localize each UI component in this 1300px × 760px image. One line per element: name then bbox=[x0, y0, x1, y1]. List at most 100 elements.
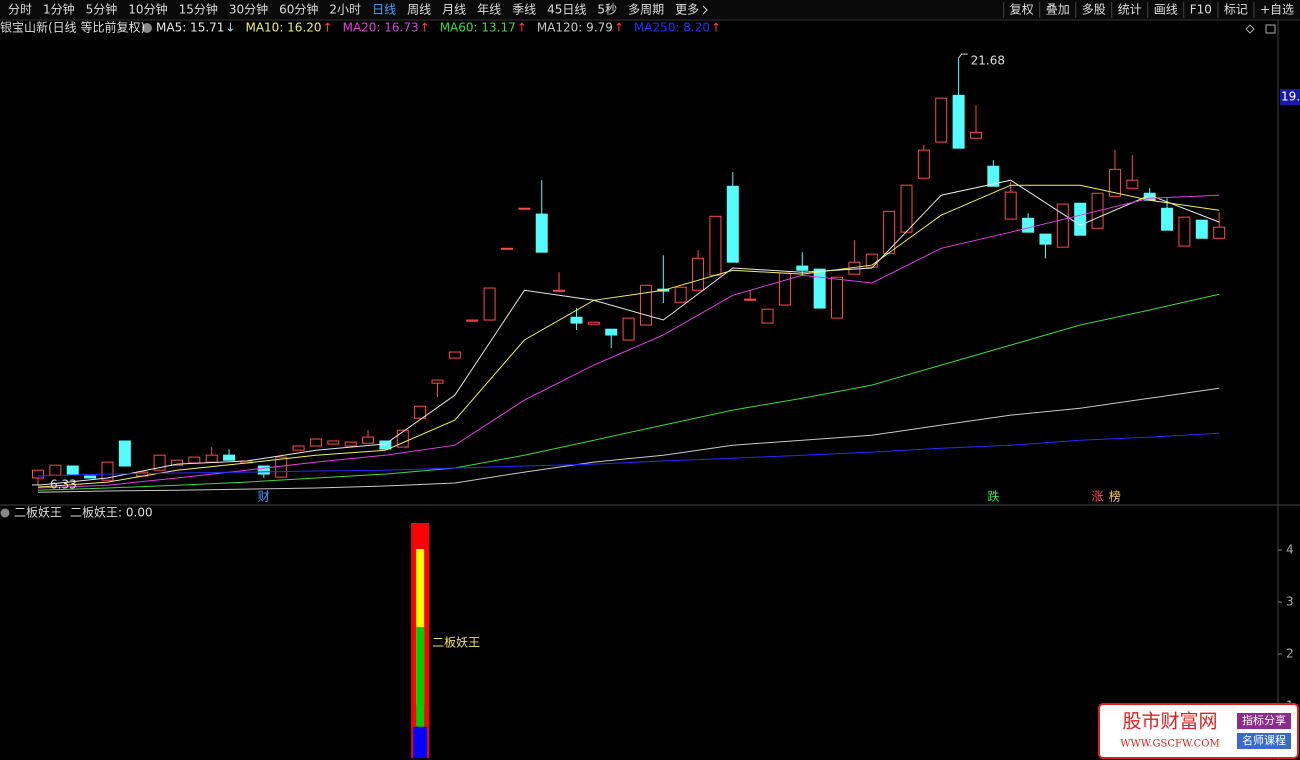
tool-button[interactable]: 叠加 bbox=[1046, 3, 1070, 17]
candle-body bbox=[1195, 219, 1208, 239]
candle-body bbox=[483, 287, 496, 321]
candle-body bbox=[587, 321, 600, 325]
candle-body bbox=[1039, 233, 1052, 245]
period-tab[interactable]: 周线 bbox=[407, 3, 431, 17]
period-tab[interactable]: 10分钟 bbox=[128, 2, 167, 17]
period-tab[interactable]: 季线 bbox=[512, 3, 536, 17]
event-marker[interactable]: 榜 bbox=[1109, 489, 1121, 504]
panel-value: 二板妖王: 0.00 bbox=[70, 506, 153, 520]
candle-body bbox=[518, 207, 531, 210]
watermark-url: WWW.GSCFW.COM bbox=[1120, 739, 1220, 750]
chevron bbox=[702, 5, 708, 15]
icon[interactable] bbox=[1265, 24, 1276, 34]
candle-body bbox=[969, 131, 982, 139]
period-tab[interactable]: 45日线 bbox=[547, 3, 586, 17]
candle-body bbox=[692, 257, 705, 291]
candle-body bbox=[1126, 179, 1139, 189]
period-tab[interactable]: 5分钟 bbox=[86, 2, 118, 17]
legend-entry: MA60: 13.17 bbox=[440, 21, 516, 35]
period-tab[interactable]: 5秒 bbox=[597, 3, 617, 17]
watermark-tag-bg bbox=[1237, 733, 1291, 749]
candle-body bbox=[761, 308, 774, 324]
period-tab[interactable]: 日线 bbox=[372, 3, 396, 17]
tool-button[interactable]: +自选 bbox=[1260, 3, 1294, 17]
period-tab[interactable]: 30分钟 bbox=[229, 2, 268, 17]
event-marker[interactable]: 跌 bbox=[987, 489, 999, 504]
period-tab[interactable]: 年线 bbox=[477, 3, 501, 17]
candle-body bbox=[674, 286, 687, 303]
candle-body bbox=[344, 441, 357, 447]
price-tag-bg bbox=[1280, 89, 1300, 105]
tool-button[interactable]: 画线 bbox=[1154, 3, 1178, 17]
period-tab[interactable]: 2小时 bbox=[329, 3, 361, 17]
legend-entry: MA10: 16.20 bbox=[245, 21, 321, 35]
icon[interactable] bbox=[1245, 24, 1255, 34]
more-tab[interactable]: 更多 bbox=[675, 3, 699, 17]
period-tab[interactable]: 月线 bbox=[442, 3, 466, 17]
candle-body bbox=[813, 268, 826, 309]
candle-body bbox=[726, 185, 739, 263]
candle-body bbox=[414, 405, 427, 419]
period-tab[interactable]: 分时 bbox=[8, 3, 32, 17]
legend-trend: ↑ bbox=[323, 21, 333, 35]
candle-body bbox=[1213, 226, 1226, 239]
candle-body bbox=[1022, 217, 1035, 233]
ma-line bbox=[37, 179, 1220, 486]
tool-button[interactable]: 复权 bbox=[1010, 3, 1034, 17]
candle-body bbox=[466, 319, 479, 322]
legend-trend: ↑ bbox=[614, 21, 624, 35]
candle-body bbox=[1056, 203, 1069, 248]
watermark-tag: 指标分享 bbox=[1242, 713, 1286, 727]
period-tab[interactable]: 1分钟 bbox=[43, 2, 75, 17]
ma-line bbox=[37, 432, 1220, 477]
candle-body bbox=[118, 440, 131, 467]
legend-entry: MA250: 8.20 bbox=[634, 21, 710, 35]
panel-title: 二板妖王 bbox=[14, 506, 62, 520]
event-marker[interactable]: 财 bbox=[258, 490, 270, 504]
candle-body bbox=[639, 284, 652, 326]
candle-body bbox=[917, 149, 930, 179]
event-marker[interactable]: 涨 bbox=[1092, 489, 1104, 504]
legend-icon[interactable] bbox=[142, 23, 152, 33]
candle-body bbox=[778, 272, 791, 306]
candle-body bbox=[327, 440, 340, 445]
legend-entry: MA120: 9.79 bbox=[537, 21, 613, 35]
period-tab[interactable]: 多周期 bbox=[628, 3, 664, 17]
tool-button[interactable]: 统计 bbox=[1118, 3, 1142, 17]
legend-trend: ↑ bbox=[711, 21, 721, 35]
candle-body bbox=[796, 265, 809, 271]
high-label: 21.68 bbox=[971, 54, 1005, 68]
candle-body bbox=[257, 465, 270, 475]
candle-body bbox=[223, 454, 236, 461]
tool-button[interactable]: 多股 bbox=[1082, 3, 1106, 17]
period-tab[interactable]: 15分钟 bbox=[179, 2, 218, 17]
candle-body bbox=[362, 436, 375, 444]
candle-body bbox=[275, 456, 288, 478]
period-tab[interactable]: 60分钟 bbox=[279, 2, 318, 17]
watermark-name: 股市财富网 bbox=[1122, 711, 1217, 733]
panel-icon[interactable] bbox=[0, 508, 10, 518]
candle-body bbox=[900, 184, 913, 233]
indicator-label: 二板妖王 bbox=[432, 636, 480, 650]
legend-trend: ↓ bbox=[225, 21, 235, 35]
candle-body bbox=[570, 316, 583, 324]
candle-body bbox=[170, 459, 183, 466]
candle-body bbox=[153, 454, 166, 471]
candle-body bbox=[205, 454, 218, 463]
ma-line bbox=[37, 184, 1220, 488]
candle-body bbox=[32, 469, 44, 479]
candle-body bbox=[883, 210, 896, 254]
tool-button[interactable]: F10 bbox=[1190, 3, 1212, 17]
candle-body bbox=[952, 94, 965, 149]
candle-body bbox=[622, 317, 635, 341]
candle-body bbox=[535, 213, 548, 253]
toolbar-bg bbox=[0, 0, 1300, 20]
y-tick-label: 4 bbox=[1286, 543, 1294, 557]
tool-button[interactable]: 标记 bbox=[1224, 3, 1248, 17]
y-tick-label: 2 bbox=[1286, 647, 1294, 661]
watermark-tag: 名师课程 bbox=[1242, 733, 1286, 747]
candle-body bbox=[448, 351, 461, 359]
candle-body bbox=[309, 438, 322, 447]
